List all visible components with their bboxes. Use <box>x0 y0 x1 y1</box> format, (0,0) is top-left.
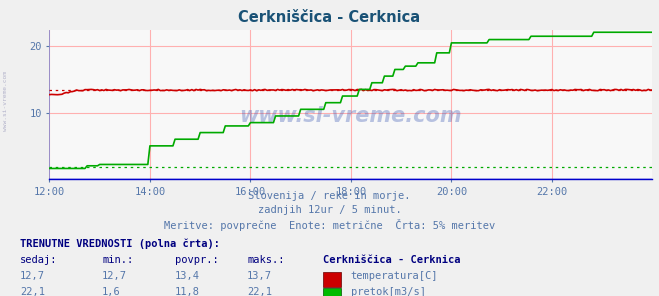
Text: Slovenija / reke in morje.: Slovenija / reke in morje. <box>248 191 411 201</box>
Text: 1,6: 1,6 <box>102 287 121 296</box>
Text: Cerkniščica - Cerknica: Cerkniščica - Cerknica <box>239 10 420 25</box>
Text: 13,7: 13,7 <box>247 271 272 281</box>
Text: temperatura[C]: temperatura[C] <box>351 271 438 281</box>
Text: povpr.:: povpr.: <box>175 255 218 265</box>
Text: 12,7: 12,7 <box>102 271 127 281</box>
Text: maks.:: maks.: <box>247 255 285 265</box>
Text: www.si-vreme.com: www.si-vreme.com <box>3 71 8 131</box>
Text: 22,1: 22,1 <box>20 287 45 296</box>
Text: Meritve: povprečne  Enote: metrične  Črta: 5% meritev: Meritve: povprečne Enote: metrične Črta:… <box>164 219 495 231</box>
Text: pretok[m3/s]: pretok[m3/s] <box>351 287 426 296</box>
Text: 12,7: 12,7 <box>20 271 45 281</box>
Text: 11,8: 11,8 <box>175 287 200 296</box>
Text: www.si-vreme.com: www.si-vreme.com <box>240 106 462 126</box>
Text: TRENUTNE VREDNOSTI (polna črta):: TRENUTNE VREDNOSTI (polna črta): <box>20 238 219 249</box>
Text: Cerkniščica - Cerknica: Cerkniščica - Cerknica <box>323 255 461 265</box>
Text: zadnjih 12ur / 5 minut.: zadnjih 12ur / 5 minut. <box>258 205 401 215</box>
Text: 13,4: 13,4 <box>175 271 200 281</box>
Text: 22,1: 22,1 <box>247 287 272 296</box>
Text: sedaj:: sedaj: <box>20 255 57 265</box>
Text: min.:: min.: <box>102 255 133 265</box>
